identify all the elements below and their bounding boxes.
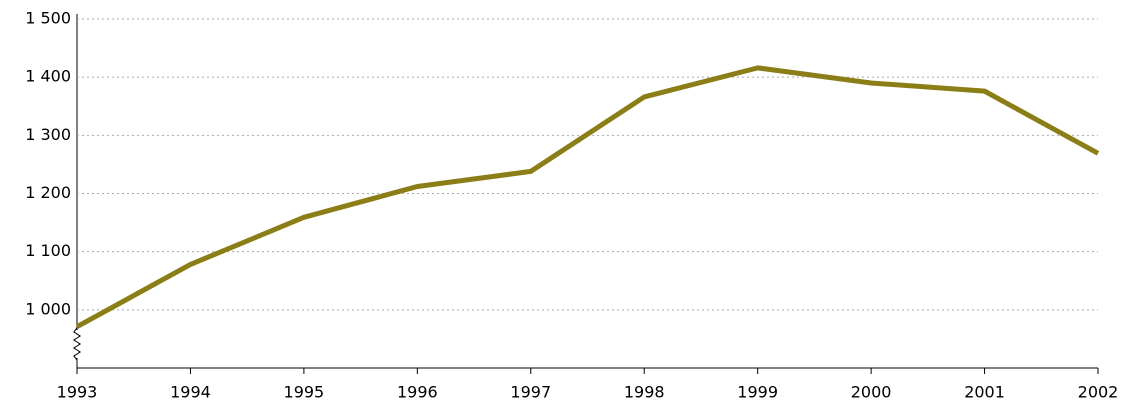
axis-break-zigzag <box>73 327 81 361</box>
y-tick-label: 1 300 <box>25 125 71 144</box>
x-tick-label: 1999 <box>737 383 778 402</box>
x-tick-label: 1998 <box>624 383 665 402</box>
y-tick-label: 1 400 <box>25 67 71 86</box>
x-tick-label: 2002 <box>1078 383 1119 402</box>
y-tick-label: 1 200 <box>25 183 71 202</box>
x-tick-label: 2000 <box>851 383 892 402</box>
x-tick-label: 1994 <box>170 383 211 402</box>
y-tick-label: 1 000 <box>25 299 71 318</box>
y-tick-label: 1 100 <box>25 241 71 260</box>
x-tick-label: 2001 <box>964 383 1005 402</box>
x-tick-label: 1996 <box>397 383 438 402</box>
x-tick-label: 1997 <box>510 383 551 402</box>
axis-gap <box>75 330 79 358</box>
x-tick-label: 1995 <box>284 383 325 402</box>
x-tick-label: 1993 <box>57 383 98 402</box>
y-tick-label: 1 500 <box>25 9 71 28</box>
data-line <box>75 65 1100 329</box>
